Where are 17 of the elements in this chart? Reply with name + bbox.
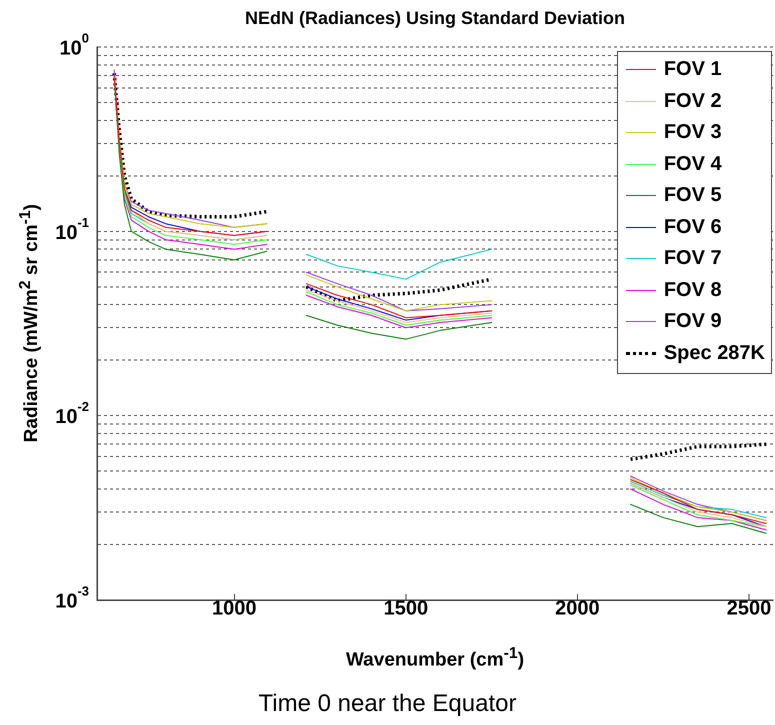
legend-label: Spec 287K (664, 342, 765, 365)
x-tick-label: 2500 (726, 598, 772, 620)
legend-label: FOV 8 (664, 278, 722, 302)
text: Time 0 near the Equator (258, 690, 518, 718)
legend-label: FOV 6 (664, 216, 722, 239)
x-axis-title: Wavenumber (cm$^{-1}$) (344, 645, 526, 672)
legend-label: FOV 4 (664, 152, 722, 176)
legend-label: FOV 3 (664, 121, 722, 144)
legend-label: FOV 1 (664, 58, 722, 82)
chart-title: NEdN (Radiances) Using Standard Deviation (244, 8, 626, 29)
legend-label: FOV 9 (664, 310, 722, 334)
x-tick-label: 1000 (212, 598, 257, 620)
legend-label: FOV 5 (664, 184, 722, 208)
legend-label: FOV 7 (664, 247, 722, 270)
x-tick-label: 2000 (555, 598, 600, 620)
x-tick-label: 1500 (384, 598, 428, 620)
legend-label: FOV 2 (664, 90, 722, 113)
